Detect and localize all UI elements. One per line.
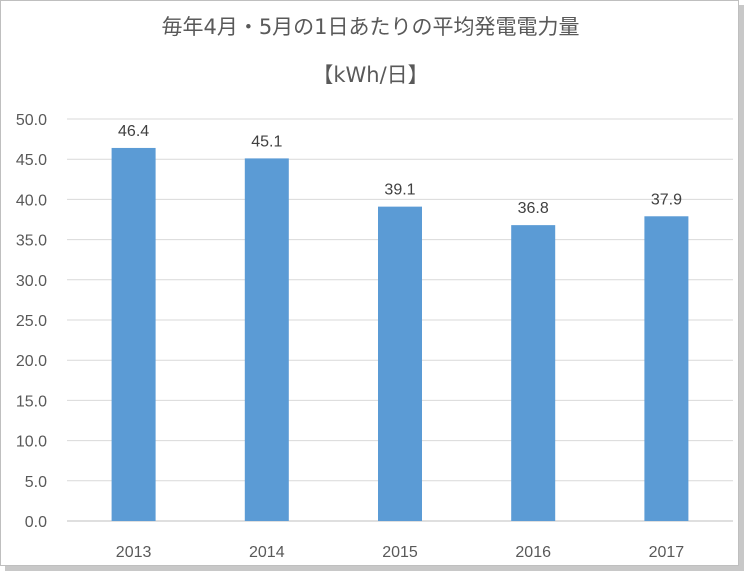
- y-tick-label: 20.0: [16, 353, 47, 370]
- x-tick-label: 2017: [649, 544, 685, 561]
- x-tick-label: 2015: [382, 544, 418, 561]
- x-tick-label: 2016: [515, 544, 551, 561]
- y-tick-label: 15.0: [16, 393, 47, 410]
- data-label: 46.4: [118, 123, 149, 140]
- x-tick-label: 2013: [116, 544, 152, 561]
- y-tick-label: 50.0: [16, 112, 47, 129]
- data-label: 45.1: [251, 133, 282, 150]
- bar: [244, 158, 289, 521]
- y-tick-label: 45.0: [16, 152, 47, 169]
- y-tick-label: 40.0: [16, 192, 47, 209]
- x-tick-label: 2014: [249, 544, 285, 561]
- y-tick-label: 10.0: [16, 434, 47, 451]
- chart-title: 毎年4月・5月の1日あたりの平均発電電力量: [161, 15, 580, 39]
- y-tick-label: 35.0: [16, 233, 47, 250]
- chart-subtitle: 【kWh/日】: [312, 63, 429, 87]
- bar: [111, 147, 156, 521]
- x-axis-ticks: 2013 2014 2015 2016 2017: [116, 544, 684, 561]
- y-axis-ticks: 0.0 5.0 10.0 15.0 20.0 25.0 30.0 35.0 40.0 45.0 50…: [16, 112, 47, 531]
- data-label: 39.1: [384, 182, 415, 199]
- y-tick-label: 30.0: [16, 273, 47, 290]
- y-tick-label: 0.0: [25, 514, 47, 531]
- bar: [644, 216, 689, 521]
- bar-chart: 0.0 5.0 10.0 15.0 20.0 25.0 30.0 35.0 40.0 45.0 50…: [16, 112, 733, 561]
- chart-frame: 毎年4月・5月の1日あたりの平均発電電力量 【kWh/日】 0.0 5.0 10.0…: [0, 0, 739, 566]
- bar: [511, 225, 556, 522]
- bars: [111, 147, 689, 522]
- bar: [378, 206, 422, 522]
- data-label: 37.9: [651, 191, 682, 208]
- data-label: 36.8: [518, 200, 549, 217]
- y-tick-label: 25.0: [16, 313, 47, 330]
- y-tick-label: 5.0: [25, 474, 47, 491]
- data-labels: 46.4 45.1 39.1 36.8 37.9: [118, 123, 682, 217]
